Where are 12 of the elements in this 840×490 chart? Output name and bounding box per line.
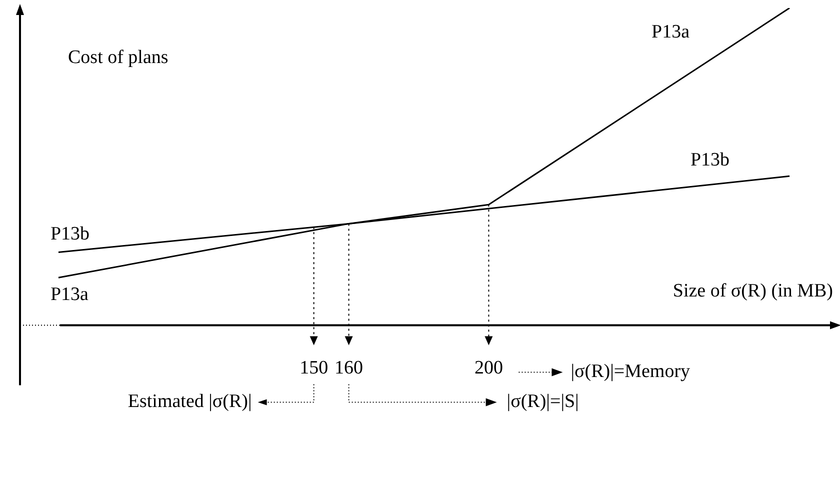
series-label: P13a: [50, 284, 90, 306]
y-axis-title: Cost of plans: [68, 46, 168, 68]
x-axis-title: Size of σ(R) (in MB): [672, 280, 833, 302]
x-tick-label: 150: [300, 358, 328, 379]
x-tick-label: 200: [474, 358, 503, 379]
text: P13b: [690, 150, 730, 171]
series-label: P13b: [50, 224, 90, 245]
text: |σ(R)|=Memory: [570, 361, 691, 382]
text: Estimated |σ(R)|: [128, 391, 252, 412]
text: |σ(R)|=|S|: [506, 391, 579, 412]
x-tick-label: 160: [334, 358, 364, 379]
text: P13a: [652, 21, 690, 42]
